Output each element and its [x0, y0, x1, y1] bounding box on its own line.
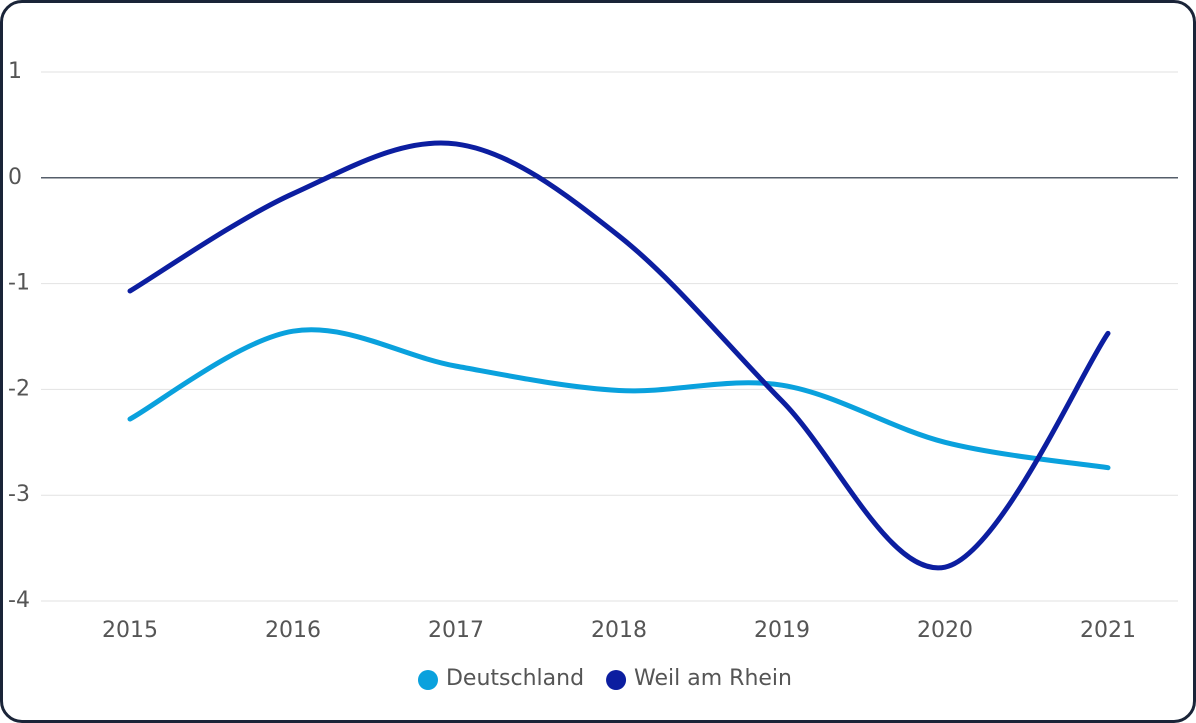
- x-tick-label: 2015: [102, 618, 158, 643]
- x-tick-label: 2017: [428, 618, 484, 643]
- legend-label: Deutschland: [446, 666, 584, 691]
- y-tick-label: -2: [8, 376, 30, 401]
- line: [127, 140, 1111, 571]
- x-tick-label: 2018: [591, 618, 647, 643]
- legend-label: Weil am Rhein: [634, 666, 792, 691]
- x-tick-label: 2019: [754, 618, 810, 643]
- x-tick-label: 2016: [265, 618, 321, 643]
- y-tick-label: -4: [8, 588, 30, 613]
- y-tick-label: -1: [8, 271, 30, 296]
- line: [127, 327, 1111, 471]
- legend-marker: [606, 670, 627, 690]
- y-tick-label: -3: [8, 482, 30, 507]
- y-tick-label: 1: [8, 59, 22, 84]
- legend-marker: [417, 670, 438, 690]
- x-tick-label: 2021: [1080, 618, 1136, 643]
- x-tick-label: 2020: [917, 618, 973, 643]
- chart: 1 0 -1 -2 -3 -4 2015 2016 2017 2018 2019 2020 2021 De…: [8, 59, 1178, 691]
- y-tick-label: 0: [8, 165, 22, 190]
